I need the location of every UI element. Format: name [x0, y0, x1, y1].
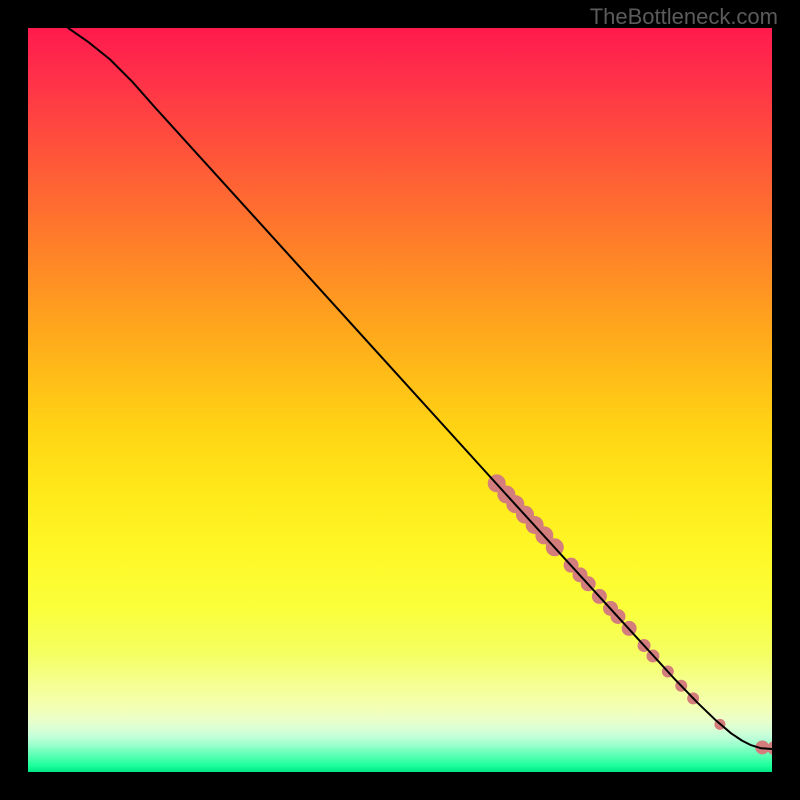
watermark-text: TheBottleneck.com	[590, 4, 778, 30]
chart-svg	[28, 28, 772, 772]
chart-plot-area	[28, 28, 772, 772]
chart-background	[28, 28, 772, 772]
